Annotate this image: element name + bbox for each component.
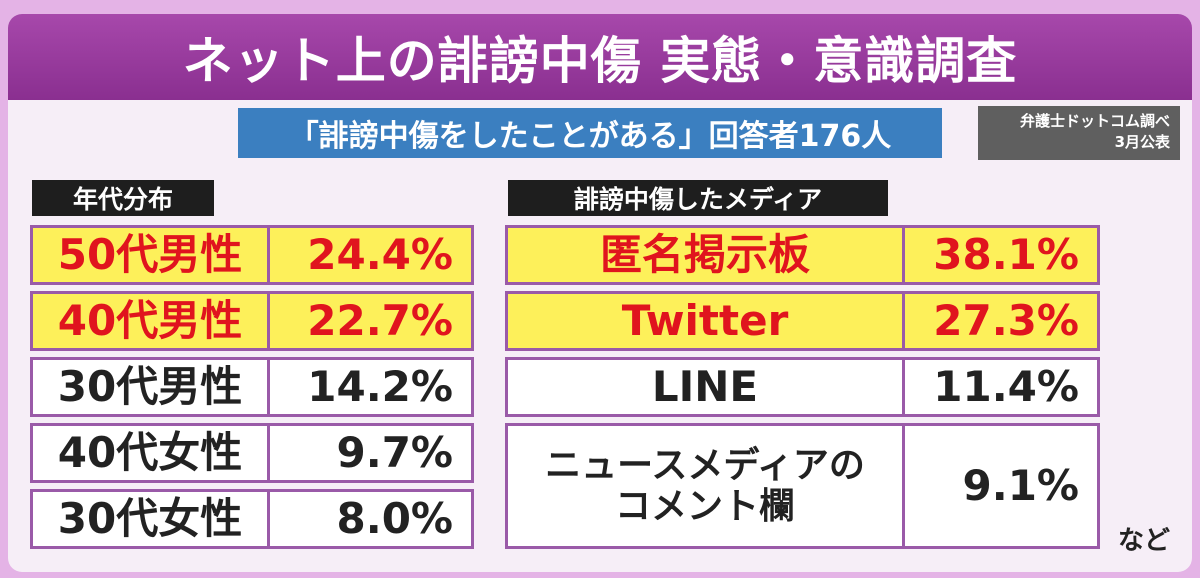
cell-text: Twitter [621, 295, 789, 345]
value-cell: 9.7% [267, 423, 474, 483]
label-cell: 40代女性 [30, 423, 270, 483]
cell-text: 24.4% [307, 229, 453, 279]
value-cell: 24.4% [267, 225, 474, 285]
cell-text: 30代男性 [57, 361, 243, 411]
cell-text: LINE [651, 361, 759, 411]
label-cell: 30代女性 [30, 489, 270, 549]
cell-text: ニュースメディアの [545, 444, 865, 486]
section-heading: 年代分布 [32, 180, 214, 216]
cell-text: 9.7% [336, 427, 453, 477]
cell-text: 38.1% [933, 229, 1079, 279]
value-cell: 22.7% [267, 291, 474, 351]
cell-text: 27.3% [933, 295, 1079, 345]
label-cell: LINE [505, 357, 905, 417]
label-cell: 30代男性 [30, 357, 270, 417]
cell-text: 8.0% [336, 493, 453, 543]
value-cell: 9.1% [902, 423, 1100, 549]
label-cell: 50代男性 [30, 225, 270, 285]
source: 弁護士ドットコム調べ 3月公表 [978, 106, 1180, 160]
cell-text: 40代男性 [57, 295, 243, 345]
value-cell: 38.1% [902, 225, 1100, 285]
value-cell: 14.2% [267, 357, 474, 417]
title: ネット上の誹謗中傷 実態・意識調査 [8, 14, 1192, 100]
cell-text: 11.4% [933, 361, 1079, 411]
cell-text: 匿名掲示板 [599, 229, 810, 279]
cell-text: 30代女性 [57, 493, 243, 543]
label-cell: Twitter [505, 291, 905, 351]
label-cell: 40代男性 [30, 291, 270, 351]
cell-text: 40代女性 [57, 427, 243, 477]
cell-text: コメント欄 [614, 486, 795, 527]
cell-text: 50代男性 [57, 229, 243, 279]
source-line: 3月公表 [1114, 133, 1170, 151]
subtitle: 「誹謗中傷をしたことがある」回答者176人 [238, 108, 942, 158]
note: など [1118, 526, 1171, 556]
cell-text: 22.7% [307, 295, 453, 345]
value-cell: 11.4% [902, 357, 1100, 417]
value-cell: 8.0% [267, 489, 474, 549]
cell-text: 14.2% [307, 361, 453, 411]
section-heading: 誹謗中傷したメディア [508, 180, 888, 216]
label-cell: ニュースメディアの コメント欄 [505, 423, 905, 549]
cell-text: 9.1% [962, 460, 1079, 510]
label-cell: 匿名掲示板 [505, 225, 905, 285]
value-cell: 27.3% [902, 291, 1100, 351]
source-line: 弁護士ドットコム調べ [1019, 112, 1170, 130]
